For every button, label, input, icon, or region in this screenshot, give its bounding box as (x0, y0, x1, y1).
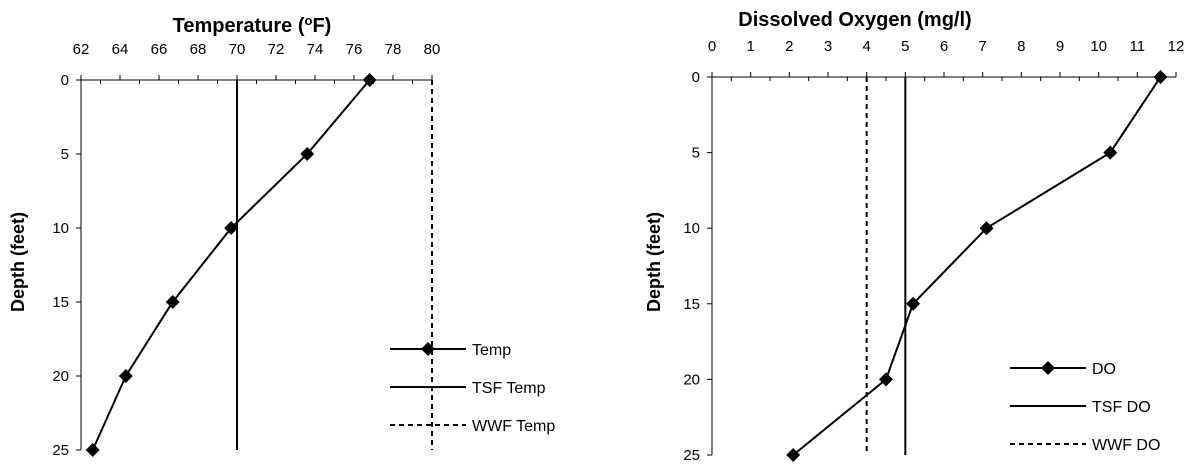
dissolved-oxygen-y-tick-label: 25 (683, 447, 700, 464)
dissolved-oxygen-y-tick-label: 15 (683, 296, 700, 313)
legend-label-tsf-do: TSF DO (1092, 399, 1151, 416)
temperature-x-tick-label: 80 (424, 41, 441, 58)
legend-label-temp: Temp (472, 342, 511, 359)
dissolved-oxygen-chart-legend: DO TSF DO WWF DO (1010, 361, 1160, 454)
temperature-x-tick-label: 68 (190, 41, 207, 58)
data-point-temp (362, 73, 377, 87)
dissolved-oxygen-chart-ylabel: Depth (feet) (644, 212, 664, 312)
temperature-x-tick-label: 64 (112, 41, 129, 58)
temperature-chart-ylabel: Depth (feet) (8, 212, 28, 312)
legend-label-wwf-do: WWF DO (1092, 437, 1160, 454)
temperature-x-tick-label: 62 (73, 41, 90, 58)
dissolved-oxygen-x-tick-label: 9 (1056, 38, 1064, 55)
data-point-temp (300, 147, 315, 161)
legend-label-wwf-temp: WWF Temp (472, 418, 555, 435)
dissolved-oxygen-x-tick-label: 0 (708, 38, 716, 55)
dissolved-oxygen-x-tick-label: 2 (785, 38, 793, 55)
data-point-temp (85, 443, 100, 457)
dissolved-oxygen-x-tick-label: 6 (940, 38, 948, 55)
temperature-y-tick-label: 25 (52, 442, 69, 459)
temperature-chart-legend: Temp TSF Temp WWF Temp (390, 342, 555, 435)
dissolved-oxygen-y-tick-label: 5 (692, 145, 700, 162)
dissolved-oxygen-chart-marks (786, 70, 1168, 462)
temperature-y-tick-label: 5 (61, 146, 69, 163)
data-point-do (786, 448, 801, 462)
dissolved-oxygen-x-tick-label: 3 (824, 38, 832, 55)
dissolved-oxygen-y-tick-label: 20 (683, 371, 700, 388)
dissolved-oxygen-chart-title: Dissolved Oxygen (mg/l) (738, 9, 971, 31)
temperature-chart: Temperature (oF) Depth (feet) 62 64 66 68 70… (8, 13, 555, 460)
data-point-temp (118, 369, 133, 383)
series-line-temp (91, 79, 371, 451)
dissolved-oxygen-y-tick-label: 0 (692, 69, 700, 86)
temperature-chart-title: Temperature (oF) (173, 13, 332, 38)
data-point-do (1103, 145, 1118, 160)
legend-label-do: DO (1092, 361, 1116, 378)
temperature-x-tick-label: 66 (151, 41, 168, 58)
temperature-chart-axes: 62 64 66 68 70 72 74 76 78 80 0 5 10 15 20 25 (52, 41, 440, 459)
series-line-do (792, 76, 1162, 456)
legend-marker-temp (421, 342, 435, 356)
data-point-do (979, 221, 994, 236)
data-point-temp (165, 295, 180, 309)
dissolved-oxygen-x-tick-label: 12 (1168, 38, 1185, 55)
temperature-x-tick-label: 70 (229, 41, 246, 58)
dissolved-oxygen-x-tick-label: 11 (1130, 38, 1146, 55)
temperature-y-tick-label: 15 (52, 294, 69, 311)
dissolved-oxygen-x-tick-label: 1 (746, 38, 754, 55)
data-point-do (879, 372, 893, 387)
dissolved-oxygen-x-tick-label: 5 (901, 38, 909, 55)
temperature-chart-marks (85, 73, 433, 457)
dissolved-oxygen-x-tick-label: 8 (1017, 38, 1025, 55)
temperature-x-tick-label: 72 (268, 41, 285, 58)
temperature-x-tick-label: 78 (385, 41, 402, 58)
temperature-y-tick-label: 0 (61, 72, 69, 89)
temperature-y-tick-label: 20 (52, 368, 69, 385)
legend-label-tsf-temp: TSF Temp (472, 380, 546, 397)
dissolved-oxygen-x-tick-label: 4 (862, 38, 870, 55)
temperature-x-tick-label: 74 (307, 41, 324, 58)
dissolved-oxygen-x-tick-label: 10 (1090, 38, 1107, 55)
data-point-temp (224, 221, 239, 235)
data-point-do (1153, 70, 1168, 84)
legend-marker-do (1041, 361, 1055, 375)
temperature-y-tick-label: 10 (52, 220, 69, 237)
dissolved-oxygen-y-tick-label: 10 (683, 220, 700, 237)
dissolved-oxygen-x-tick-label: 7 (978, 38, 986, 55)
temperature-x-tick-label: 76 (346, 41, 363, 58)
data-point-do (906, 296, 921, 311)
